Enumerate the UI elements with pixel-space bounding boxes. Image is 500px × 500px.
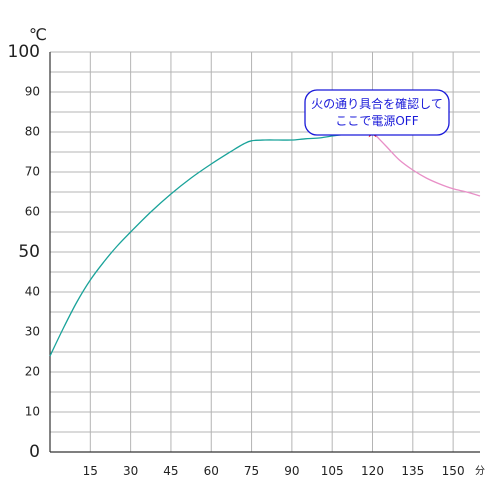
heating-series-line bbox=[49, 131, 373, 357]
x-tick-label: 60 bbox=[204, 464, 219, 478]
callout-line-2: ここで電源OFF bbox=[335, 114, 418, 128]
annotation: 火の通り具合を確認して ここで電源OFF bbox=[304, 89, 450, 136]
y-tick-label: 50 bbox=[18, 242, 40, 262]
y-tick-label: 0 bbox=[29, 442, 40, 462]
y-tick-label: 40 bbox=[25, 285, 40, 299]
series-layer bbox=[49, 131, 481, 357]
y-tick-label: 70 bbox=[25, 165, 40, 179]
x-tick-label: 150 bbox=[442, 464, 465, 478]
x-tick-label: 15 bbox=[83, 464, 98, 478]
y-tick-label: 80 bbox=[25, 125, 40, 139]
y-tick-label: 30 bbox=[25, 325, 40, 339]
x-tick-label: 75 bbox=[244, 464, 259, 478]
y-tick-label: 100 bbox=[8, 42, 40, 62]
x-tick-label: 120 bbox=[361, 464, 384, 478]
y-tick-label: 20 bbox=[25, 365, 40, 379]
x-tick-label: 135 bbox=[401, 464, 424, 478]
cooling-series-line bbox=[372, 131, 481, 197]
y-tick-label: 10 bbox=[25, 405, 40, 419]
grid bbox=[50, 51, 480, 453]
x-tick-label: 90 bbox=[284, 464, 299, 478]
x-tick-label: 30 bbox=[123, 464, 138, 478]
callout-line-1: 火の通り具合を確認して bbox=[311, 96, 443, 111]
x-tick-label: 45 bbox=[163, 464, 178, 478]
x-axis-unit-label: 分 bbox=[475, 465, 485, 477]
y-axis-unit-label: ℃ bbox=[29, 25, 47, 44]
callout-box bbox=[304, 89, 450, 136]
axes: 0 10 20 30 40 50 60 70 80 90 100 15 30 45 60 75 90 105 120… bbox=[8, 42, 480, 478]
x-tick-label: 105 bbox=[321, 464, 344, 478]
y-tick-label: 60 bbox=[25, 205, 40, 219]
y-tick-label: 90 bbox=[25, 85, 40, 99]
